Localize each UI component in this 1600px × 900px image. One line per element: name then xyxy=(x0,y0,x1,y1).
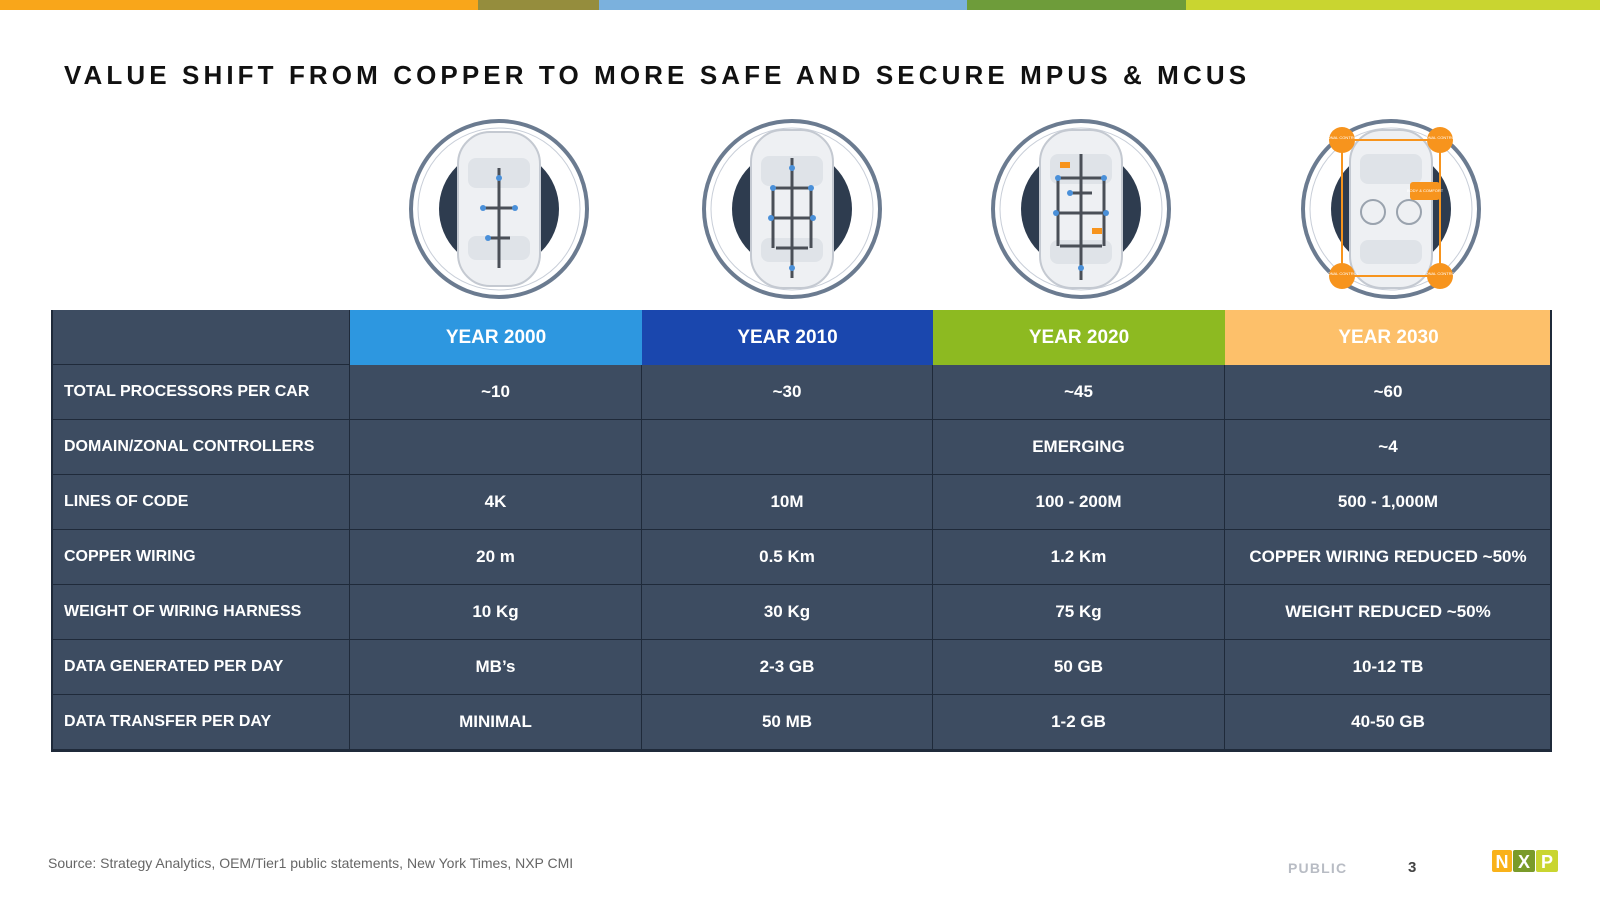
table-cell: 10M xyxy=(642,475,933,530)
zonal-control-label: ZONAL CONTROL xyxy=(1423,135,1458,140)
table-cell: 10-12 TB xyxy=(1225,640,1552,695)
header-year-2020: YEAR 2020 xyxy=(933,310,1225,365)
table-cell: COPPER WIRING REDUCED ~50% xyxy=(1225,530,1552,585)
row-label: DOMAIN/ZONAL CONTROLLERS xyxy=(51,420,350,475)
table-cell: 10 Kg xyxy=(350,585,642,640)
table-header-row: YEAR 2000 YEAR 2010 YEAR 2020 YEAR 2030 xyxy=(51,310,1552,365)
table-cell: ~60 xyxy=(1225,365,1552,420)
table-cell: 100 - 200M xyxy=(933,475,1225,530)
table-cell: 50 GB xyxy=(933,640,1225,695)
table-cell: 50 MB xyxy=(642,695,933,750)
body-comfort-label: BODY & COMFORT xyxy=(1407,188,1444,193)
table-cell: 4K xyxy=(350,475,642,530)
classification-label: PUBLIC xyxy=(1288,860,1348,876)
svg-text:P: P xyxy=(1541,852,1553,872)
band-segment-orange xyxy=(0,0,478,10)
svg-text:X: X xyxy=(1518,852,1530,872)
table-row: WEIGHT OF WIRING HARNESS 10 Kg 30 Kg 75 … xyxy=(51,585,1552,640)
slide-title: VALUE SHIFT FROM COPPER TO MORE SAFE AND… xyxy=(64,60,1251,90)
table-cell: ~45 xyxy=(933,365,1225,420)
nxp-logo: N X P xyxy=(1492,848,1558,874)
band-segment-blue xyxy=(599,0,967,10)
source-note: Source: Strategy Analytics, OEM/Tier1 pu… xyxy=(48,855,574,871)
table-row: DOMAIN/ZONAL CONTROLLERS EMERGING ~4 xyxy=(51,420,1552,475)
table-cell: 1.2 Km xyxy=(933,530,1225,585)
header-year-2030: YEAR 2030 xyxy=(1225,310,1552,365)
table-row: TOTAL PROCESSORS PER CAR ~10 ~30 ~45 ~60 xyxy=(51,365,1552,420)
table-cell: 75 Kg xyxy=(933,585,1225,640)
table-cell: 40-50 GB xyxy=(1225,695,1552,750)
table-cell: 30 Kg xyxy=(642,585,933,640)
top-color-band xyxy=(0,0,1600,10)
table-cell: WEIGHT REDUCED ~50% xyxy=(1225,585,1552,640)
table-cell: MB’s xyxy=(350,640,642,695)
row-label: COPPER WIRING xyxy=(51,530,350,585)
row-label: LINES OF CODE xyxy=(51,475,350,530)
car-2030-image: ZONAL CONTROL ZONAL CONTROL ZONAL CONTRO… xyxy=(1300,118,1482,300)
band-segment-green xyxy=(967,0,1186,10)
zonal-control-label: ZONAL CONTROL xyxy=(1325,271,1360,276)
row-label: DATA TRANSFER PER DAY xyxy=(51,695,350,750)
comparison-table: YEAR 2000 YEAR 2010 YEAR 2020 YEAR 2030 … xyxy=(51,310,1552,752)
table-cell xyxy=(350,420,642,475)
car-2000-image xyxy=(408,118,590,300)
car-2010-image xyxy=(701,118,883,300)
table-cell: MINIMAL xyxy=(350,695,642,750)
header-corner-cell xyxy=(51,310,350,365)
table-cell: 1-2 GB xyxy=(933,695,1225,750)
zonal-control-label: ZONAL CONTROL xyxy=(1325,135,1360,140)
band-segment-lime xyxy=(1186,0,1600,10)
row-label: WEIGHT OF WIRING HARNESS xyxy=(51,585,350,640)
band-segment-olive xyxy=(478,0,599,10)
table-row: LINES OF CODE 4K 10M 100 - 200M 500 - 1,… xyxy=(51,475,1552,530)
table-cell: 20 m xyxy=(350,530,642,585)
table-cell: ~4 xyxy=(1225,420,1552,475)
table-cell: 0.5 Km xyxy=(642,530,933,585)
table-row: DATA GENERATED PER DAY MB’s 2-3 GB 50 GB… xyxy=(51,640,1552,695)
table-cell: EMERGING xyxy=(933,420,1225,475)
table-cell xyxy=(642,420,933,475)
zonal-control-label: ZONAL CONTROL xyxy=(1423,271,1458,276)
row-label: TOTAL PROCESSORS PER CAR xyxy=(51,365,350,420)
table-cell: 2-3 GB xyxy=(642,640,933,695)
table-row: DATA TRANSFER PER DAY MINIMAL 50 MB 1-2 … xyxy=(51,695,1552,750)
page-number: 3 xyxy=(1408,859,1417,876)
row-label: DATA GENERATED PER DAY xyxy=(51,640,350,695)
table-cell: ~10 xyxy=(350,365,642,420)
car-2020-image xyxy=(990,118,1172,300)
table-cell: ~30 xyxy=(642,365,933,420)
table-row: COPPER WIRING 20 m 0.5 Km 1.2 Km COPPER … xyxy=(51,530,1552,585)
header-year-2010: YEAR 2010 xyxy=(642,310,933,365)
header-year-2000: YEAR 2000 xyxy=(350,310,642,365)
svg-text:N: N xyxy=(1496,852,1509,872)
table-cell: 500 - 1,000M xyxy=(1225,475,1552,530)
